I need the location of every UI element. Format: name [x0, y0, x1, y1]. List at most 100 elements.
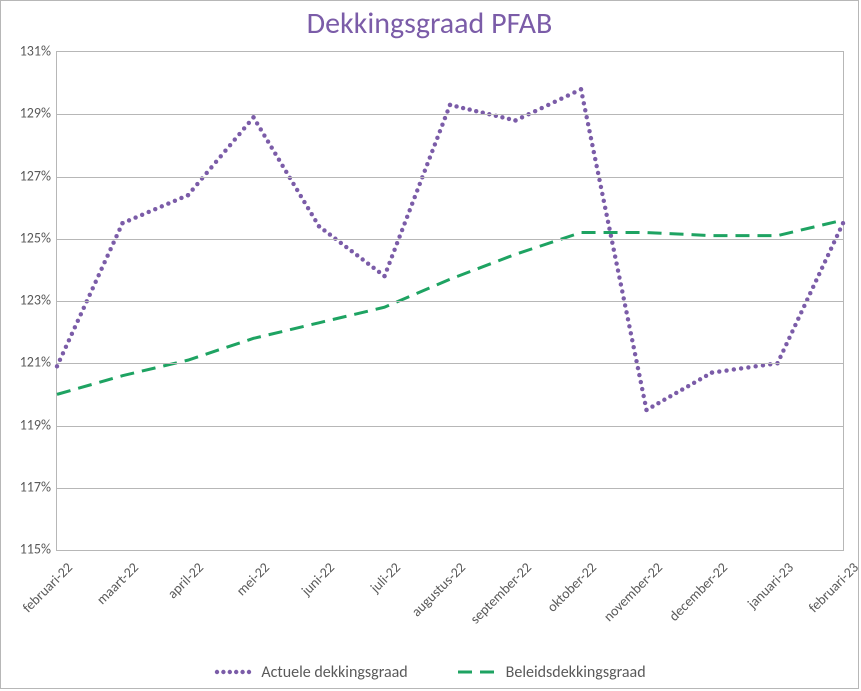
- series-dot: [355, 253, 359, 257]
- y-tick-label: 117%: [1, 478, 51, 495]
- series-dot: [602, 199, 606, 203]
- series-dot: [111, 241, 115, 245]
- series-dot: [787, 336, 791, 340]
- series-dot: [593, 157, 597, 161]
- series-dot: [328, 232, 332, 236]
- series-dot: [262, 133, 266, 137]
- plot-area: [56, 51, 844, 551]
- series-dot: [454, 104, 458, 108]
- series-dot: [641, 394, 645, 398]
- series-dot: [430, 149, 434, 153]
- series-dot: [603, 206, 607, 210]
- series-dot: [120, 221, 124, 225]
- series-dot: [507, 117, 511, 121]
- series-dot: [633, 352, 637, 356]
- series-dot: [392, 248, 396, 252]
- series-dot: [820, 266, 824, 270]
- series-dot: [644, 408, 648, 412]
- series-dot: [428, 155, 432, 159]
- series-dot: [637, 373, 641, 377]
- series-dot: [838, 227, 842, 231]
- series-dot: [73, 325, 77, 329]
- y-tick-label: 129%: [1, 105, 51, 122]
- series-dot: [58, 358, 62, 362]
- series-dot: [614, 261, 618, 265]
- series-dot: [622, 296, 626, 300]
- series-dot: [680, 387, 684, 391]
- series-dot: [108, 247, 112, 251]
- series-dot: [592, 150, 596, 154]
- series-dot: [606, 220, 610, 224]
- series-dot: [190, 187, 194, 191]
- series-dot: [739, 366, 743, 370]
- series-dot: [559, 96, 563, 100]
- series-dot: [811, 285, 815, 289]
- series-dot: [350, 249, 354, 253]
- series-dot: [607, 227, 611, 231]
- series-dot: [70, 332, 74, 336]
- series-dot: [438, 129, 442, 133]
- series-dot: [79, 312, 83, 316]
- series-dot: [799, 310, 803, 314]
- series-dot: [841, 221, 845, 225]
- series-dot: [186, 193, 190, 197]
- series-dot: [317, 224, 321, 228]
- series-dot: [385, 267, 389, 271]
- series-dot: [390, 254, 394, 258]
- series-dot: [251, 115, 255, 119]
- series-dot: [219, 154, 223, 158]
- series-dot: [237, 132, 241, 136]
- series-dot: [572, 90, 576, 94]
- series-dot: [590, 143, 594, 147]
- series-dot: [784, 342, 788, 346]
- series-dot: [582, 101, 586, 105]
- chart-container: Dekkingsgraad PFAB Actuele dekkingsgraad…: [0, 0, 859, 689]
- series-dot: [382, 274, 386, 278]
- series-dot: [832, 240, 836, 244]
- chart-title: Dekkingsgraad PFAB: [1, 5, 858, 42]
- gridline: [57, 114, 843, 115]
- series-dot: [808, 291, 812, 295]
- gridline: [57, 426, 843, 427]
- series-dot: [425, 162, 429, 166]
- series-dot: [284, 170, 288, 174]
- series-dot: [448, 103, 452, 107]
- series-dot: [133, 215, 137, 219]
- series-dot: [99, 267, 103, 271]
- series-dot: [617, 275, 621, 279]
- series-dot: [597, 178, 601, 182]
- series-dot: [322, 228, 326, 232]
- series-dot: [395, 241, 399, 245]
- series-dot: [313, 218, 317, 222]
- series-dot: [587, 129, 591, 133]
- series-dot: [147, 210, 151, 214]
- series-dot: [609, 234, 613, 238]
- series-dot: [273, 151, 277, 155]
- series-dot: [344, 245, 348, 249]
- series-dot: [662, 398, 666, 402]
- series-dot: [583, 108, 587, 112]
- series-dot: [102, 260, 106, 264]
- series-dot: [826, 253, 830, 257]
- series-dot: [596, 171, 600, 175]
- y-tick-label: 121%: [1, 354, 51, 371]
- series-dot: [639, 380, 643, 384]
- series-dot: [781, 348, 785, 352]
- series-dot: [277, 158, 281, 162]
- series-dot: [223, 149, 227, 153]
- series-dot: [247, 121, 251, 125]
- series-dot: [594, 164, 598, 168]
- series-dot: [433, 142, 437, 146]
- series-dot: [732, 367, 736, 371]
- series-dot: [461, 106, 465, 110]
- series-dot: [513, 118, 517, 122]
- series-dot: [814, 278, 818, 282]
- series-dot: [299, 194, 303, 198]
- series-dot: [802, 304, 806, 308]
- series-dot: [228, 143, 232, 147]
- y-tick-label: 127%: [1, 167, 51, 184]
- legend-label-beleids: Beleidsdekkingsgraad: [506, 663, 646, 682]
- series-dot: [627, 324, 631, 328]
- series-dot: [423, 169, 427, 173]
- series-dot: [616, 268, 620, 272]
